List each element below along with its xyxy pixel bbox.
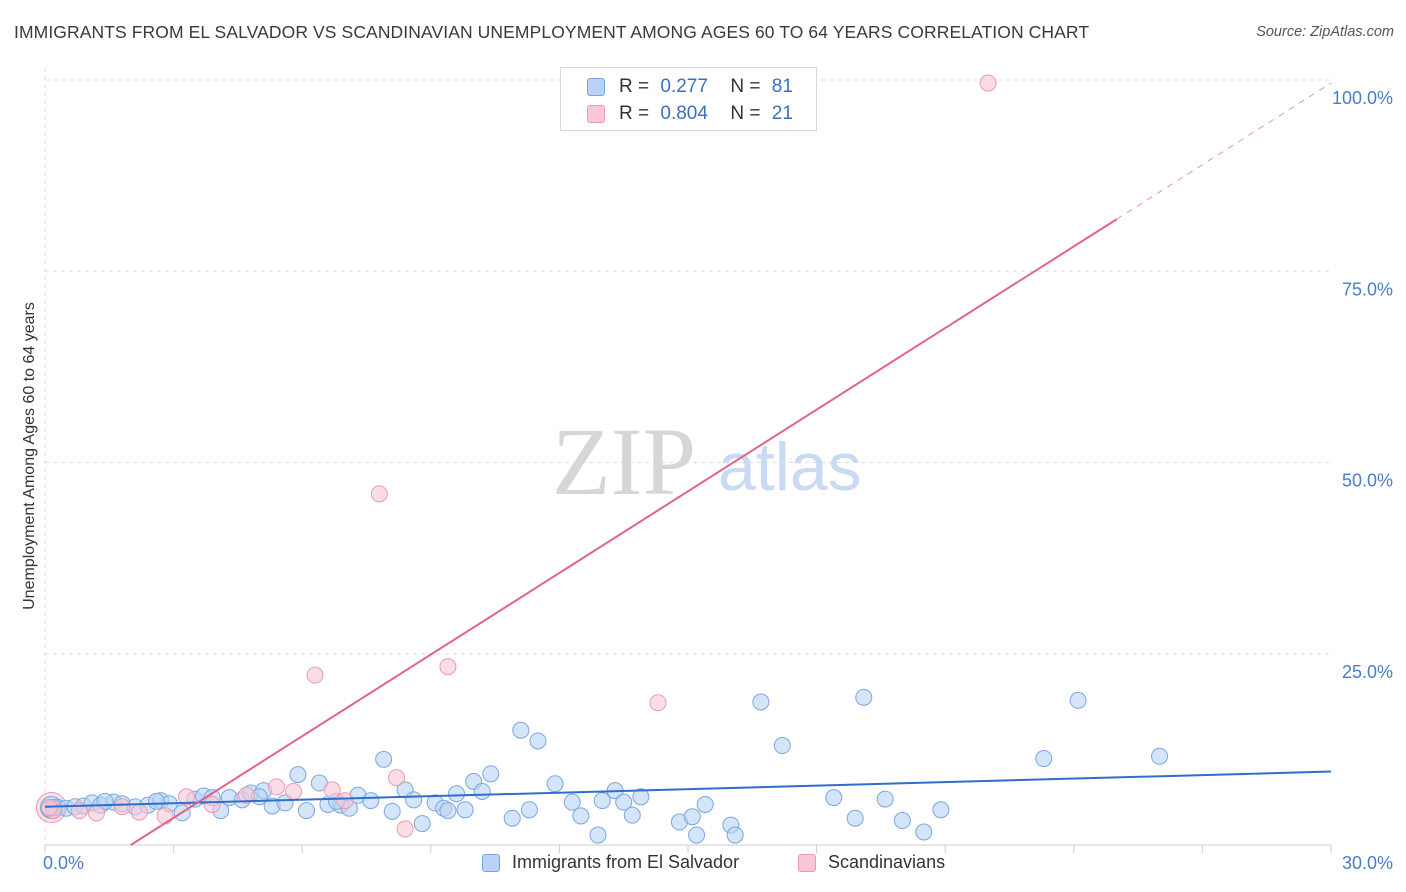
point-el-salvador [632,788,650,806]
legend-n-value: 21 [771,103,793,124]
trend-lines [44,82,1332,846]
point-el-salvador [413,815,431,833]
point-el-salvador [572,807,590,825]
point-scandinavians [323,781,341,799]
legend-label-el-salvador: Immigrants from El Salvador [512,852,740,872]
watermark-atlas: atlas [718,429,862,505]
y-tick-label: 25.0% [1342,662,1393,682]
point-scandinavians [979,74,997,92]
x-tick-label: 0.0% [43,853,84,873]
legend-swatch-blue [587,78,605,96]
legend-row-el-salvador: R = 0.277 N = 81 [587,75,793,99]
point-el-salvador [825,789,843,807]
point-el-salvador [512,721,530,739]
trend-line-scandinavians-extension [1116,82,1332,220]
legend-swatch-pink [587,105,605,123]
point-el-salvador [529,732,547,750]
legend-n-label: N = [730,76,761,97]
point-scandinavians [267,778,285,796]
axis-ticks: 25.0% 50.0% 75.0% 100.0% 0.0% 30.0% [43,88,1393,873]
legend-swatch-pink [798,853,816,872]
point-el-salvador [593,792,611,810]
point-el-salvador [1069,691,1087,709]
legend-row-scandinavians: R = 0.804 N = 21 [587,102,793,126]
point-el-salvador [563,793,581,811]
point-el-salvador [297,802,315,820]
legend-n-value: 81 [771,76,793,97]
y-tick-label: 100.0% [1332,88,1393,108]
point-el-salvador [876,790,894,808]
point-scandinavians [439,658,457,676]
point-el-salvador [915,823,933,841]
point-el-salvador [623,806,641,824]
legend-item-el-salvador: Immigrants from El Salvador [482,852,739,873]
point-el-salvador [375,750,393,768]
point-scandinavians [203,795,221,813]
chart-title: IMMIGRANTS FROM EL SALVADOR VS SCANDINAV… [14,22,1090,42]
point-el-salvador [1035,750,1053,768]
point-el-salvador [932,801,950,819]
point-scandinavians [370,485,388,503]
source-label: Source: ZipAtlas.com [1256,24,1394,40]
point-el-salvador [439,802,457,820]
series-legend: Immigrants from El Salvador Scandinavian… [0,852,1406,876]
data-points [35,74,1169,844]
point-scandinavians [306,666,324,684]
point-scandinavians [396,820,414,838]
watermark-zip: ZIP [552,408,696,515]
point-el-salvador [383,802,401,820]
x-tick-label: 30.0% [1342,853,1393,873]
point-el-salvador [289,766,307,784]
point-scandinavians [113,798,131,816]
legend-r-label: R = [619,103,650,124]
point-scandinavians [156,807,174,825]
y-tick-label: 75.0% [1342,279,1393,299]
point-el-salvador [696,795,714,813]
point-el-salvador [683,808,701,826]
point-el-salvador [147,792,165,810]
point-scandinavians [177,788,195,806]
legend-r-value: 0.277 [660,76,708,97]
point-el-salvador [893,812,911,830]
legend-swatch-blue [482,853,500,872]
point-el-salvador [405,791,423,809]
point-el-salvador [546,775,564,793]
point-scandinavians [649,694,667,712]
point-el-salvador [855,688,873,706]
y-tick-label: 50.0% [1342,471,1393,491]
point-scandinavians [130,803,148,821]
point-scandinavians [87,804,105,822]
point-el-salvador [473,782,491,800]
point-el-salvador [773,737,791,755]
point-el-salvador [448,785,466,803]
point-el-salvador [362,792,380,810]
point-el-salvador [726,826,744,844]
legend-item-scandinavians: Scandinavians [798,852,945,873]
trend-line-el-salvador [44,770,1332,808]
point-scandinavians [285,782,303,800]
legend-n-label: N = [730,103,761,124]
point-scandinavians [237,786,255,804]
point-el-salvador [688,826,706,844]
legend-r-label: R = [619,76,650,97]
point-el-salvador [482,765,500,783]
point-el-salvador [456,801,474,819]
trend-line-scandinavians [130,218,1118,846]
point-scandinavians [388,769,406,787]
point-el-salvador [276,794,294,812]
point-el-salvador [1151,747,1169,765]
point-el-salvador [752,693,770,711]
point-el-salvador [846,809,864,827]
stats-legend: R = 0.277 N = 81 R = 0.804 N = 21 [560,67,817,131]
legend-label-scandinavians: Scandinavians [828,852,946,872]
point-el-salvador [520,801,538,819]
point-scandinavians [336,792,354,810]
point-el-salvador [503,809,521,827]
point-el-salvador [615,793,633,811]
legend-r-value: 0.804 [660,103,708,124]
point-el-salvador [589,826,607,844]
